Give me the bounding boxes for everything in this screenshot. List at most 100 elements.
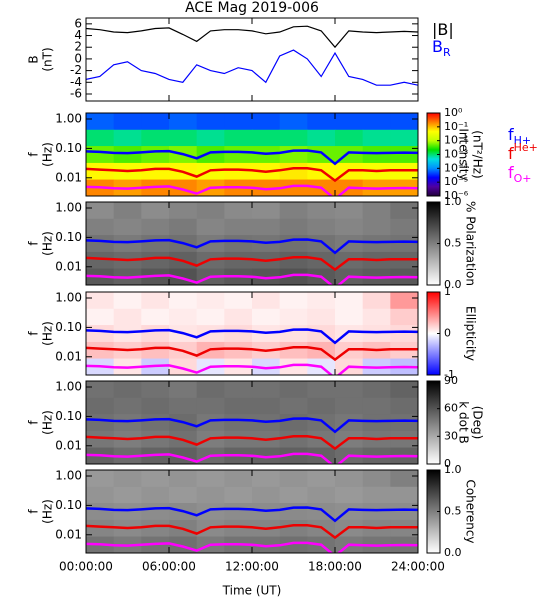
heatmap-cell [141,113,170,131]
heatmap-cell [86,202,115,220]
chart-title: ACE Mag 2019-006 [185,0,319,16]
y-axis-label: f [27,420,41,425]
heatmap-cell [279,536,308,553]
y-tick-label: 1.00 [55,290,82,304]
heatmap-cell [113,470,142,488]
heatmap-cell [362,486,391,504]
colorbar-tick-label: 0.0 [444,546,462,559]
heatmap-cell [86,397,115,415]
x-tick-label: 06:00:00 [142,560,196,574]
plot-area [86,25,418,86]
heatmap-cell [307,470,336,488]
heatmap-cell [279,414,308,432]
y-axis-label: f [27,241,41,246]
heatmap-cell [279,162,308,181]
heatmap-cell [335,470,364,488]
colorbar-tick-label: 10⁰ [444,106,463,119]
heatmap-cell [86,129,115,147]
series-line [86,506,418,523]
heatmap-cell [196,325,225,343]
heatmap-cell [141,146,170,164]
y-tick-label: 1.00 [55,111,82,125]
heatmap-cell [307,129,336,147]
heatmap-cell [224,503,253,521]
heatmap-cell [279,503,308,521]
heatmap-cell [362,113,391,131]
heatmap-cell [390,470,418,488]
series-line [86,452,418,464]
heatmap-cell [279,292,308,310]
heatmap-cell [196,486,225,504]
heatmap-cell [252,179,281,196]
heatmap-cell [196,202,225,220]
heatmap-cell [196,235,225,253]
colorbar-tick-label: 1 [444,285,451,298]
colorbar-label: Coherency [464,479,478,543]
heatmap-cell [224,341,253,360]
heatmap-cell [279,202,308,220]
heatmap-cell [390,218,418,236]
colorbar-label: (nT²/Hz) [471,130,485,178]
series-line [86,256,418,272]
heatmap-cell [390,397,418,415]
y-axis-label: (Hz) [41,321,55,346]
y-axis-label: f [27,331,41,336]
series-line [86,167,418,183]
y-tick-label: 0.10 [55,498,82,512]
heatmap-cell [224,235,253,253]
heatmap-cell [224,162,253,181]
heatmap-cell [86,113,115,131]
heatmap-cell [362,292,391,310]
heatmap-cell [252,470,281,488]
y-tick-label: 0.10 [55,409,82,423]
heatmap-cell [335,381,364,399]
heatmap-cell [335,202,364,220]
heatmap-cell [390,235,418,253]
colorbar-tick-label: -1 [444,368,455,381]
heatmap-cell [224,430,253,449]
heatmap-cell [335,397,364,415]
legend-superscript: He+ [514,141,538,154]
heatmap-cell [390,292,418,310]
heatmap-cell [224,325,253,343]
heatmap-cell [307,397,336,415]
y-tick-label: -2 [70,63,82,77]
series-line [86,346,418,362]
heatmap-cell [390,113,418,131]
heatmap-cell [335,292,364,310]
heatmap-cell [224,470,253,488]
colorbar-tick-label: 10⁻¹ [444,120,468,133]
heatmap-cell [86,381,115,399]
heatmap-cell [252,129,281,147]
series-line [86,524,418,540]
heatmap-cell [252,308,281,326]
heatmap-cell [279,179,308,196]
heatmap-cell [390,486,418,504]
heatmap-cell [113,146,142,164]
heatmap-cell [307,486,336,504]
y-tick-label: 1.00 [55,379,82,393]
legend-name: f [508,163,514,182]
heatmap-cell [362,325,391,343]
heatmap-cell [252,268,281,285]
colorbar-label: k dot B [457,401,471,443]
heatmap-cell [113,292,142,310]
heatmap-cell [252,202,281,220]
heatmap-cell [252,447,281,464]
heatmap-cell [252,486,281,504]
legend-subscript: H+ [514,134,532,147]
heatmap-cell [279,341,308,360]
colorbar-tick-label: 0 [444,327,451,340]
y-tick-label: 0 [74,51,82,65]
y-tick-label: -4 [70,75,82,89]
heatmap-cell [169,218,198,236]
heatmap-cell [279,486,308,504]
colorbar-tick-label: 0 [444,457,451,470]
heatmap-cell [335,486,364,504]
y-axis-label: (Hz) [41,499,55,524]
y-tick-label: 6 [74,16,82,30]
heatmap-cell [141,519,170,538]
heatmap-cell [141,235,170,253]
heatmap-cell [141,325,170,343]
